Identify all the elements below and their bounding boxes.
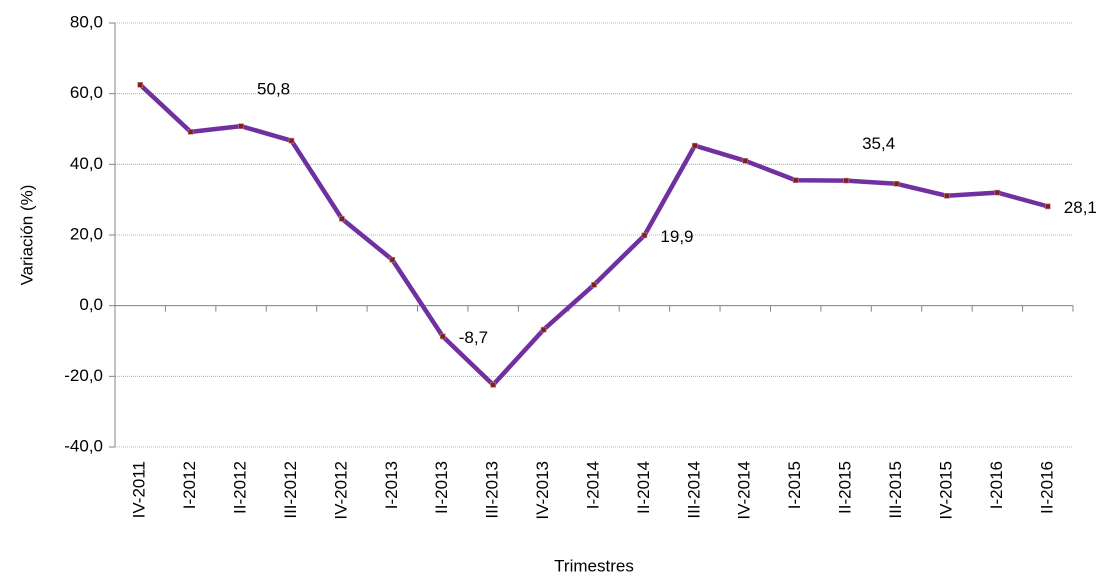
y-tick-label: 60,0 bbox=[70, 83, 103, 102]
x-tick-label: IV-2013 bbox=[533, 461, 552, 520]
x-tick-label: I-2012 bbox=[180, 461, 199, 509]
x-tick-label: II-2012 bbox=[231, 461, 250, 514]
x-tick-label: II-2013 bbox=[432, 461, 451, 514]
point-marker bbox=[187, 129, 194, 135]
x-tick-label: IV-2015 bbox=[936, 461, 955, 520]
y-tick-label: 80,0 bbox=[70, 12, 103, 31]
x-tick-label: III-2012 bbox=[281, 461, 300, 519]
point-marker bbox=[792, 177, 799, 184]
point-marker bbox=[1044, 203, 1051, 210]
y-tick-label: 40,0 bbox=[70, 154, 103, 173]
x-tick-label: II-2016 bbox=[1037, 461, 1056, 514]
x-tick-label: IV-2012 bbox=[331, 461, 350, 520]
point-marker bbox=[742, 158, 749, 164]
y-tick-label: 0,0 bbox=[79, 295, 103, 314]
data-label: 35,4 bbox=[862, 134, 895, 153]
x-tick-label: I-2013 bbox=[382, 461, 401, 509]
x-tick-label: I-2015 bbox=[785, 461, 804, 509]
point-marker bbox=[439, 333, 446, 340]
point-marker bbox=[843, 177, 849, 184]
x-tick-label: II-2015 bbox=[836, 461, 855, 514]
point-marker bbox=[339, 215, 345, 222]
data-label: -8,7 bbox=[459, 328, 488, 347]
point-marker bbox=[288, 137, 295, 144]
x-tick-label: III-2013 bbox=[483, 461, 502, 519]
point-marker bbox=[540, 326, 547, 333]
x-axis-title: Trimestres bbox=[554, 556, 634, 575]
point-marker bbox=[944, 192, 950, 199]
x-tick-label: IV-2011 bbox=[130, 461, 149, 518]
point-marker bbox=[137, 82, 144, 88]
y-tick-label: -20,0 bbox=[64, 366, 103, 385]
point-marker bbox=[490, 382, 496, 388]
x-tick-label: II-2014 bbox=[634, 461, 653, 514]
point-marker bbox=[641, 232, 648, 239]
data-label: 28,1 bbox=[1064, 198, 1097, 217]
x-tick-label: III-2014 bbox=[684, 461, 703, 519]
point-marker bbox=[591, 282, 597, 288]
point-marker bbox=[389, 256, 396, 263]
point-marker bbox=[692, 142, 698, 149]
x-tick-label: III-2015 bbox=[886, 461, 905, 519]
x-tick-label: IV-2014 bbox=[735, 461, 754, 520]
point-marker bbox=[238, 123, 244, 129]
y-tick-label: -40,0 bbox=[64, 436, 103, 455]
point-marker bbox=[893, 180, 900, 187]
y-tick-label: 20,0 bbox=[70, 224, 103, 243]
x-tick-label: I-2016 bbox=[987, 461, 1006, 509]
point-marker bbox=[994, 189, 1001, 196]
x-tick-label: I-2014 bbox=[583, 461, 602, 509]
data-label: 19,9 bbox=[660, 227, 693, 246]
data-label: 50,8 bbox=[257, 80, 290, 99]
y-axis-title: Variación (%) bbox=[17, 185, 36, 286]
